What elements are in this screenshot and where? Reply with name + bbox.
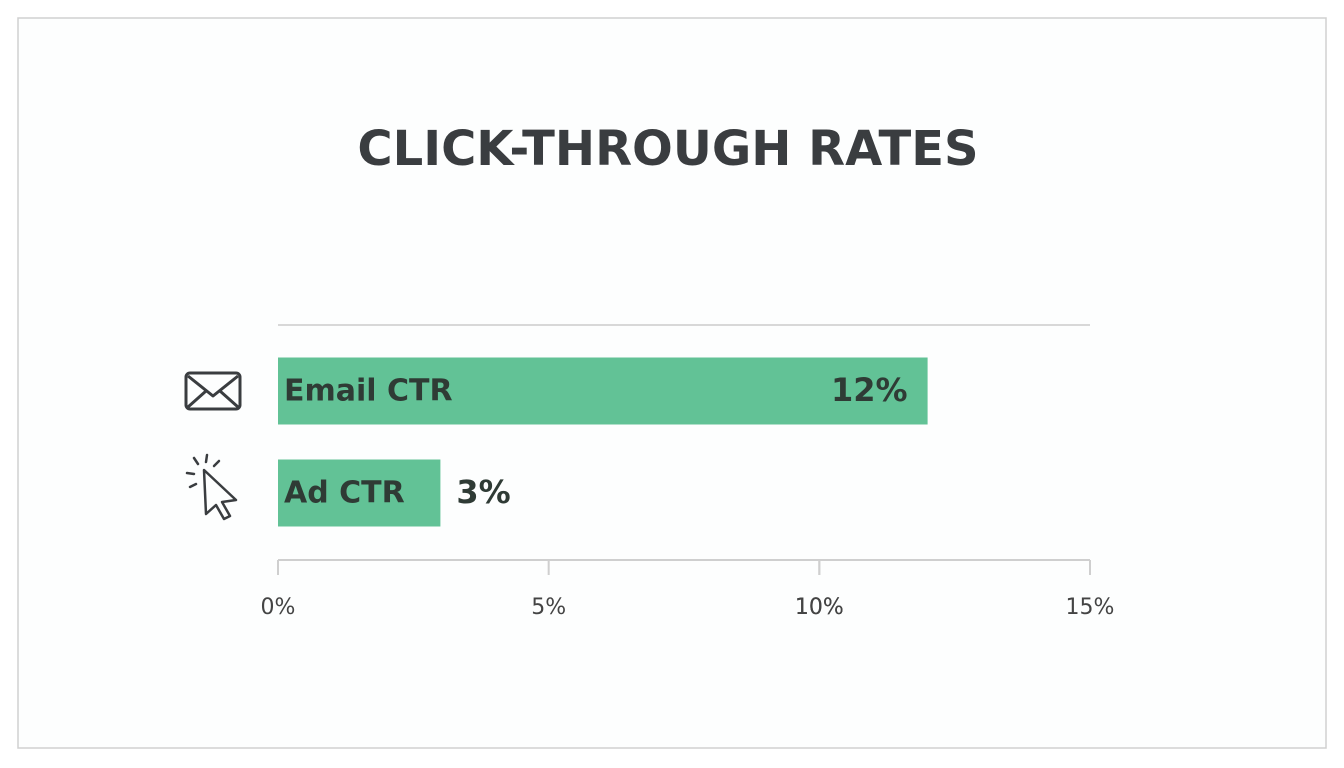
- bar-label: Ad CTR: [284, 476, 405, 511]
- bar: [278, 459, 441, 527]
- bar-label: Email CTR: [284, 374, 453, 409]
- bar: [278, 357, 928, 425]
- chart-title: CLICK-THROUGH RATES: [357, 121, 978, 177]
- value-label: 12%: [831, 371, 908, 409]
- x-tick-label: 0%: [261, 595, 296, 620]
- x-tick-label: 10%: [795, 595, 844, 620]
- x-tick-label: 5%: [531, 595, 566, 620]
- x-tick-label: 15%: [1066, 595, 1115, 620]
- value-label: 3%: [456, 473, 510, 511]
- envelope-icon: [184, 371, 242, 411]
- cursor-icon: [185, 453, 238, 521]
- x-tick-label: 10%: [795, 595, 844, 620]
